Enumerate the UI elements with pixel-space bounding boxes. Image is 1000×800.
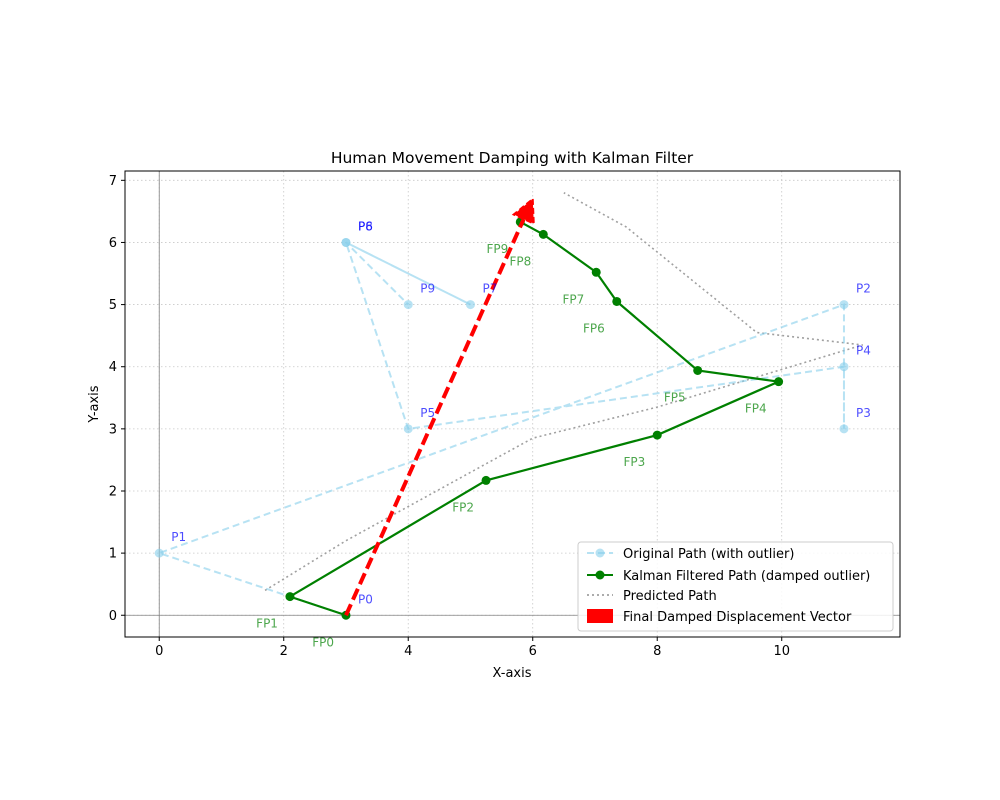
filtered-path-point xyxy=(591,267,601,277)
original-path-point xyxy=(154,548,164,558)
original-point-label: P1 xyxy=(171,530,186,544)
filtered-path-point xyxy=(481,475,491,485)
original-path-point xyxy=(341,237,351,247)
filtered-path-point xyxy=(693,365,703,375)
filtered-path-line xyxy=(287,220,783,617)
y-tick-label: 1 xyxy=(109,547,117,562)
legend-frame xyxy=(577,541,894,632)
filtered-path-point xyxy=(774,377,784,387)
x-tick-label: 10 xyxy=(773,644,790,659)
x-axis-label: X-axis xyxy=(493,666,532,681)
filtered-point-label: FP0 xyxy=(312,635,334,649)
filtered-point-label: FP3 xyxy=(623,455,645,469)
original-path-point xyxy=(839,424,849,434)
original-path-point xyxy=(465,300,475,310)
filtered-path-point xyxy=(538,229,548,239)
original-point-label: P3 xyxy=(856,406,871,420)
filtered-path-point xyxy=(612,296,622,306)
original-path-point xyxy=(839,362,849,372)
filtered-point-label: FP9 xyxy=(486,242,508,256)
filtered-point-label: FP1 xyxy=(256,617,278,631)
original-path-point xyxy=(839,300,849,310)
original-path-point xyxy=(403,300,413,310)
filtered-point-label: FP2 xyxy=(452,500,474,514)
y-axis-label: Y-axis xyxy=(87,385,102,423)
legend-entry-filtered: Kalman Filtered Path (damped outlier) xyxy=(623,569,870,584)
legend: Original Path (with outlier) Kalman Filt… xyxy=(577,541,894,632)
y-tick-label: 3 xyxy=(109,422,117,437)
vector-layer xyxy=(344,196,535,617)
plot-frame xyxy=(124,170,901,638)
legend-entry-predicted: Predicted Path xyxy=(623,589,717,604)
original-point-label: P0 xyxy=(358,592,373,606)
legend-marker-original xyxy=(595,548,605,558)
legend-entry-original: Original Path (with outlier) xyxy=(623,547,794,562)
x-tick-label: 8 xyxy=(653,644,661,659)
filtered-point-label: FP5 xyxy=(664,390,686,404)
filtered-point-label: FP6 xyxy=(583,321,605,335)
y-tick-label: 4 xyxy=(109,360,117,375)
y-tick-label: 7 xyxy=(109,174,117,189)
original-point-label: P8 xyxy=(358,219,373,233)
filtered-path-point xyxy=(285,592,295,602)
axis-ticks: 0 2 4 6 8 10 0 1 2 3 4 5 6 7 xyxy=(109,174,790,659)
filtered-point-label: FP4 xyxy=(745,402,767,416)
x-tick-label: 6 xyxy=(529,644,537,659)
y-tick-label: 0 xyxy=(109,609,117,624)
x-tick-label: 0 xyxy=(155,644,163,659)
y-tick-label: 6 xyxy=(109,236,117,251)
x-tick-label: 4 xyxy=(404,644,412,659)
displacement-vector-shaft xyxy=(344,218,526,617)
original-path-point xyxy=(403,424,413,434)
original-point-label: P6 xyxy=(358,219,373,233)
original-point-label: P2 xyxy=(856,282,871,296)
x-tick-label: 2 xyxy=(280,644,288,659)
legend-marker-filtered xyxy=(595,570,605,580)
legend-entry-vector: Final Damped Displacement Vector xyxy=(623,610,852,625)
filtered-point-label: FP7 xyxy=(562,292,584,306)
original-point-label: P7 xyxy=(482,282,497,296)
original-path-line xyxy=(156,240,845,617)
original-point-label: P5 xyxy=(420,406,435,420)
point-labels: P0 P1 P2 P3 P4 P5 P6 P7 P8 P9 FP0 FP1 FP2 FP3 FP4 FP5 FP… xyxy=(171,219,871,649)
legend-swatch-vector xyxy=(587,609,613,623)
original-point-label: P4 xyxy=(856,344,871,358)
predicted-path-line xyxy=(264,192,863,592)
series-layer xyxy=(154,192,863,620)
original-point-label: P9 xyxy=(420,282,435,296)
filtered-point-label: FP8 xyxy=(510,254,532,268)
y-tick-label: 5 xyxy=(109,298,117,313)
filtered-path-point xyxy=(652,430,662,440)
chart-title: Human Movement Damping with Kalman Filte… xyxy=(331,149,694,167)
y-tick-label: 2 xyxy=(109,484,117,499)
displacement-vector-head xyxy=(511,196,535,226)
